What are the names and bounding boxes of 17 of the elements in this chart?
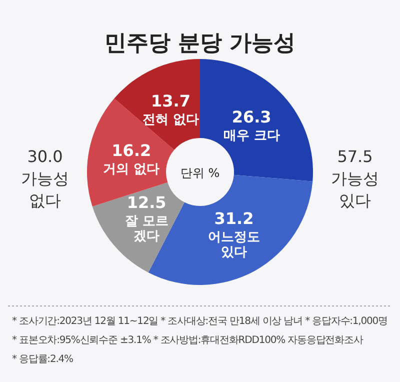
slice-label: 어느정도 있다: [208, 230, 260, 260]
data-label: 26.3: [232, 108, 272, 127]
slice-label: 전혀 없다: [142, 112, 200, 128]
data-label: 13.7: [151, 91, 190, 110]
data-label: 16.2: [112, 141, 152, 160]
slice-label: 잘 모르 겠다: [124, 214, 168, 244]
text: * 표본오차:95%신뢰수준 ±3.1% * 조사방법:휴대전화RDD100% 자동응답전화조사: [12, 335, 364, 346]
text: 30.0 가능성 없다: [21, 147, 69, 210]
text: * 조사기간:2023년 12월 11~12일 * 조사대상:전국 만18세 이상 남녀 * 응답자수:1,000명: [12, 316, 388, 327]
data-label: 31.2: [214, 208, 254, 228]
data-label: 12.5: [126, 192, 166, 212]
slice-label: 거의 없다: [103, 162, 160, 178]
text: * 응답률:2.4%: [12, 354, 74, 365]
text: 57.5 가능성 있다: [331, 147, 379, 210]
text: 단위 %: [180, 166, 220, 180]
slice-label: 매우 크다: [223, 128, 280, 144]
chart-title: 민주당 분당 가능성: [104, 31, 296, 56]
